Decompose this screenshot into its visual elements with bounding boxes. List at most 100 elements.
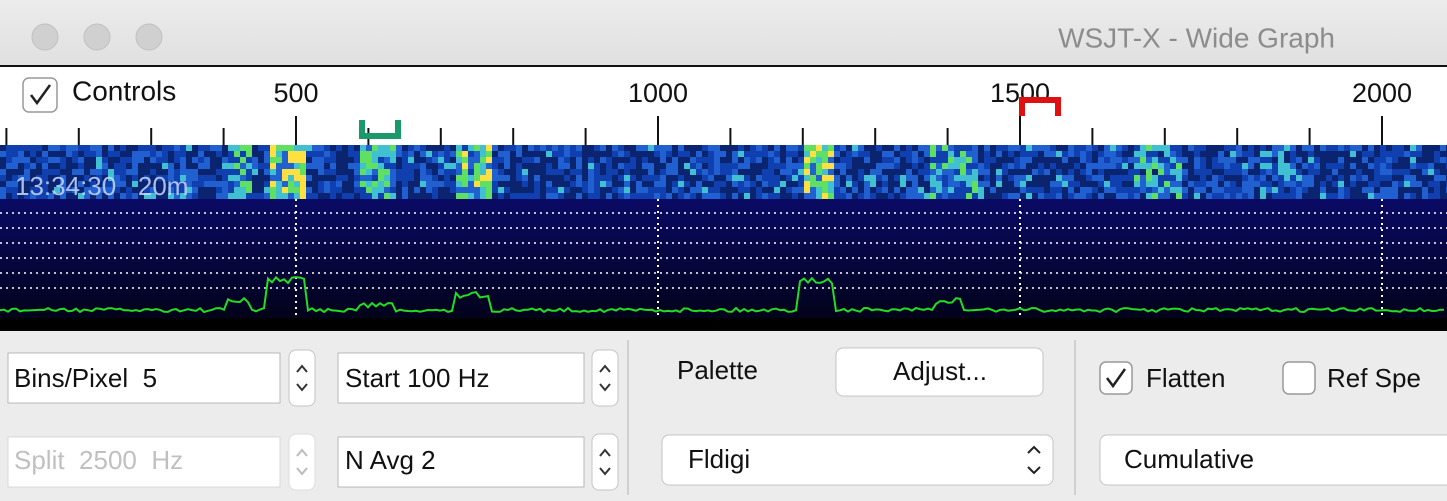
waterfall-cell	[192, 175, 198, 181]
zoom-button[interactable]	[135, 23, 163, 51]
close-button[interactable]	[31, 23, 59, 51]
waterfall-cell	[888, 193, 894, 199]
waterfall-cell	[78, 193, 84, 199]
waterfall-cell	[672, 175, 678, 181]
waterfall-cell	[1422, 151, 1428, 157]
waterfall-cell	[738, 187, 744, 193]
waterfall-cell	[66, 157, 72, 163]
mode-select[interactable]	[1099, 434, 1447, 486]
waterfall-cell	[774, 175, 780, 181]
waterfall-cell	[804, 145, 810, 151]
waterfall-cell	[378, 151, 384, 157]
waterfall-cell	[624, 145, 630, 151]
waterfall-cell	[174, 151, 180, 157]
waterfall-cell	[1242, 169, 1248, 175]
waterfall-cell	[594, 187, 600, 193]
waterfall-cell	[486, 151, 492, 157]
waterfall-cell	[1332, 145, 1338, 151]
waterfall-cell	[480, 169, 486, 175]
waterfall-cell	[294, 175, 300, 181]
waterfall-cell	[1290, 193, 1296, 199]
waterfall-cell	[642, 163, 648, 169]
waterfall-cell	[1338, 145, 1344, 151]
waterfall-cell	[834, 175, 840, 181]
palette-select[interactable]	[661, 434, 1054, 486]
waterfall-cell	[108, 169, 114, 175]
waterfall-cell	[1122, 157, 1128, 163]
controls-label[interactable]: Controls	[72, 75, 176, 106]
waterfall-cell	[558, 145, 564, 151]
waterfall-cell	[1368, 187, 1374, 193]
navg-field[interactable]	[337, 436, 585, 488]
split-field	[7, 436, 281, 488]
waterfall-cell	[1194, 145, 1200, 151]
waterfall-cell	[216, 145, 222, 151]
waterfall-cell	[1098, 157, 1104, 163]
flatten-checkbox[interactable]	[1099, 361, 1133, 395]
waterfall-cell	[1416, 193, 1422, 199]
waterfall-cell	[1314, 187, 1320, 193]
waterfall-cell	[906, 193, 912, 199]
waterfall-cell	[24, 187, 30, 193]
start-field[interactable]	[337, 352, 585, 404]
waterfall-cell	[690, 163, 696, 169]
waterfall-cell	[1326, 151, 1332, 157]
waterfall-cell	[30, 193, 36, 199]
waterfall-cell	[360, 145, 366, 151]
adjust-button[interactable]	[835, 347, 1044, 397]
waterfall-cell	[588, 151, 594, 157]
waterfall-cell	[48, 163, 54, 169]
waterfall-cell	[846, 163, 852, 169]
waterfall-cell	[1056, 187, 1062, 193]
waterfall-cell	[1206, 163, 1212, 169]
waterfall-cell	[1248, 157, 1254, 163]
waterfall-cell	[738, 193, 744, 199]
waterfall-cell	[48, 181, 54, 187]
waterfall-cell	[882, 169, 888, 175]
waterfall-cell	[540, 169, 546, 175]
waterfall-cell	[546, 175, 552, 181]
waterfall-cell	[876, 145, 882, 151]
waterfall-cell	[1116, 145, 1122, 151]
waterfall-cell	[1182, 175, 1188, 181]
waterfall-cell	[546, 145, 552, 151]
waterfall-cell	[1068, 157, 1074, 163]
waterfall-cell	[936, 145, 942, 151]
waterfall-cell	[336, 169, 342, 175]
waterfall-cell	[96, 151, 102, 157]
waterfall-cell	[300, 181, 306, 187]
waterfall-cell	[210, 187, 216, 193]
waterfall-cell	[258, 157, 264, 163]
waterfall-cell	[66, 151, 72, 157]
bins-field[interactable]	[7, 352, 281, 404]
waterfall-cell	[762, 151, 768, 157]
waterfall-cell	[762, 145, 768, 151]
waterfall-cell	[1164, 145, 1170, 151]
waterfall-cell	[822, 175, 828, 181]
waterfall-cell	[984, 181, 990, 187]
waterfall-cell	[1404, 163, 1410, 169]
mode-select-label: Cumulative	[1124, 444, 1254, 474]
waterfall-cell	[456, 145, 462, 151]
waterfall-cell	[690, 175, 696, 181]
waterfall-cell	[120, 187, 126, 193]
waterfall-cell	[342, 151, 348, 157]
waterfall-cell	[906, 169, 912, 175]
waterfall-cell	[252, 181, 258, 187]
checkbox[interactable]	[22, 77, 58, 113]
waterfall-cell	[360, 151, 366, 157]
waterfall-cell	[648, 157, 654, 163]
waterfall-cell	[588, 145, 594, 151]
waterfall-cell	[1044, 151, 1050, 157]
waterfall-cell	[300, 187, 306, 193]
minimize-button[interactable]	[83, 23, 111, 51]
waterfall-cell	[1032, 175, 1038, 181]
waterfall-cell	[528, 157, 534, 163]
ref-spec-checkbox[interactable]	[1282, 361, 1316, 395]
waterfall-cell	[786, 169, 792, 175]
waterfall-cell	[792, 175, 798, 181]
waterfall-cell	[96, 181, 102, 187]
waterfall-cell	[1026, 145, 1032, 151]
waterfall-cell	[990, 187, 996, 193]
